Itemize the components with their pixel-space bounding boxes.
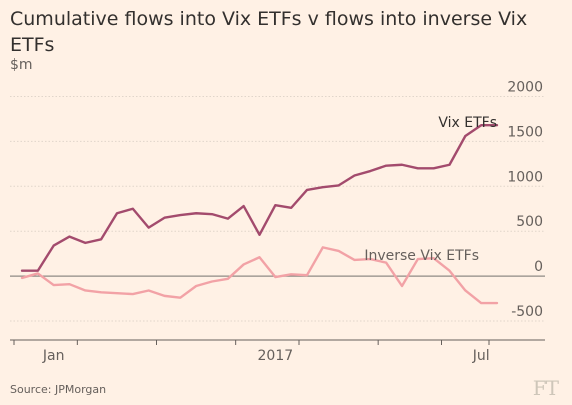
- chart-title: Cumulative flows into Vix ETFs v flows i…: [10, 8, 528, 56]
- series-lines: [20, 124, 499, 305]
- unit-label: $m: [10, 57, 33, 73]
- y-tick-label: -500: [511, 304, 543, 320]
- y-tick-label: 2000: [507, 79, 543, 95]
- ft-logo: FT: [532, 376, 559, 400]
- y-tick-label: 0: [534, 259, 543, 275]
- x-tick-label: Jul: [472, 348, 490, 364]
- series-line-vix-etfs: [20, 124, 499, 272]
- x-tick-label: Jan: [42, 348, 65, 364]
- x-tick-label: 2017: [258, 348, 294, 364]
- series-label-inverse-vix-etfs: Inverse Vix ETFs: [364, 248, 479, 264]
- y-tick-label: 500: [516, 214, 543, 230]
- y-tick-label: 1000: [507, 169, 543, 185]
- series-line-inverse-vix-etfs: [20, 246, 499, 305]
- y-tick-label: 1500: [507, 124, 543, 140]
- x-axis: Jan 2017 Jul: [10, 339, 545, 364]
- y-axis-ticks: -500 0 500 1000 1500 2000: [507, 79, 543, 320]
- series-label-vix-etfs: Vix ETFs: [438, 115, 497, 131]
- source-note: Source: JPMorgan: [10, 383, 107, 396]
